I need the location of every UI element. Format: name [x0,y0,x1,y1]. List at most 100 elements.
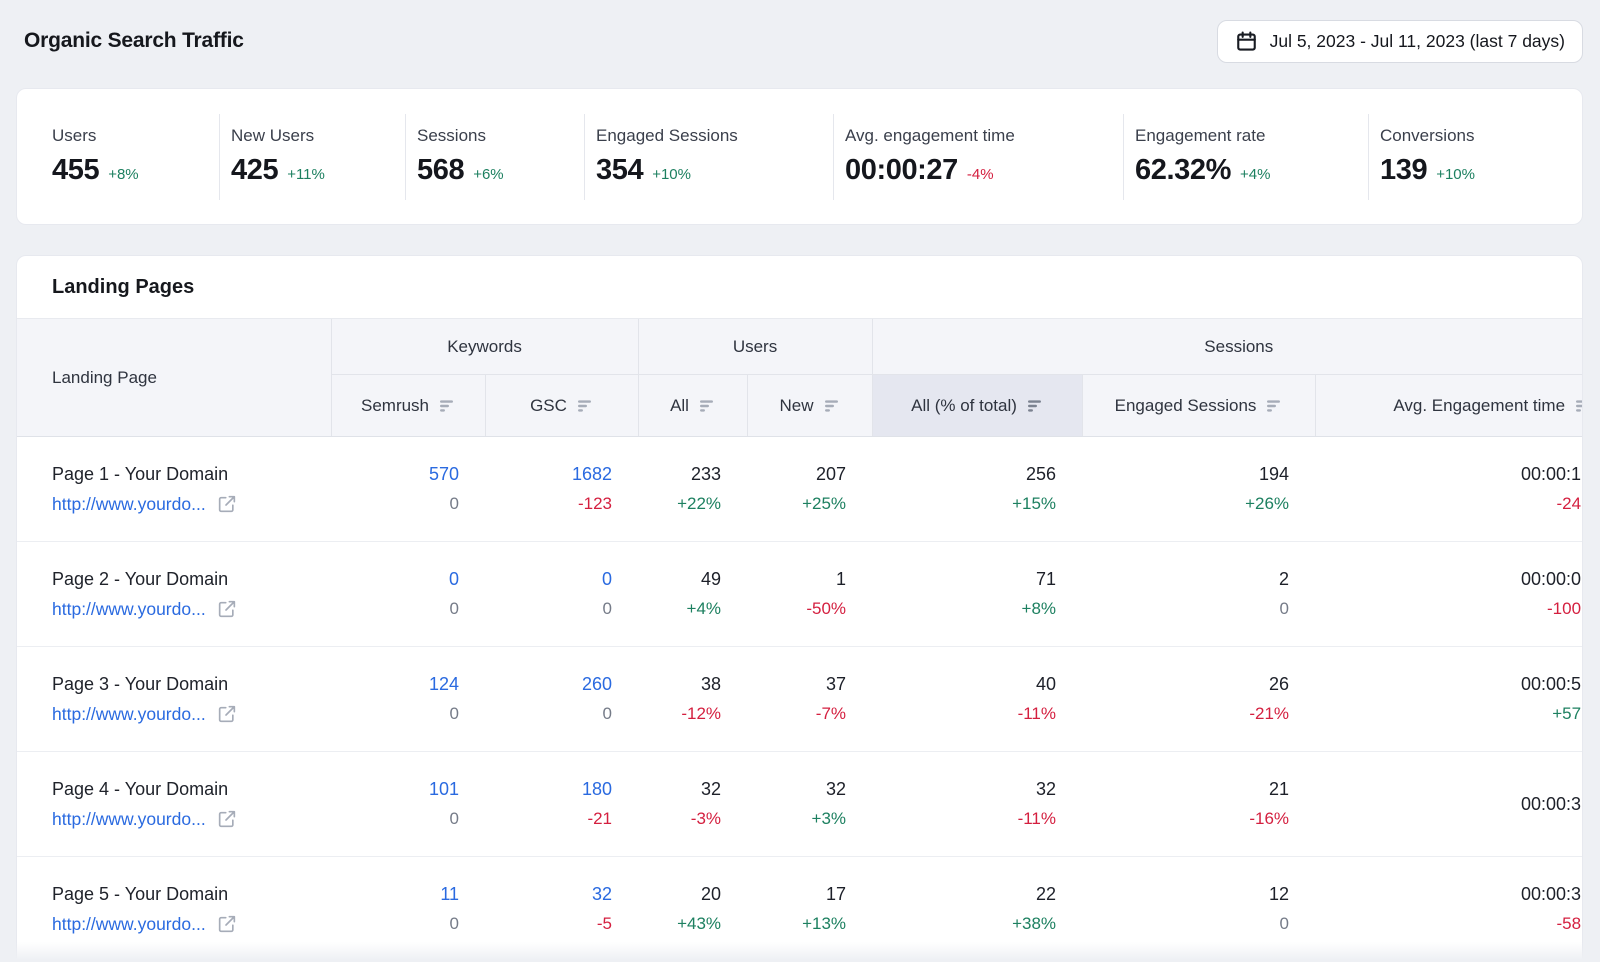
cell-change: 0 [602,599,613,618]
sort-icon[interactable] [577,399,593,413]
cell-semrush: 124 0 [331,646,485,752]
sort-icon[interactable] [824,399,840,413]
table-row: Page 4 - Your Domain http://www.yourdo...… [17,751,1582,857]
cell-value: 1 [836,569,847,589]
external-link-icon[interactable] [217,809,237,829]
cell-gsc: 32 -5 [485,856,639,962]
column-header-users-new[interactable]: New [746,374,873,437]
column-header-gsc[interactable]: GSC [484,374,639,437]
cell-value: 00:00:3 [1520,794,1582,814]
cell-engaged-sessions: 12 0 [1082,856,1316,962]
page-url-link[interactable]: http://www.yourdo... [52,914,206,935]
kpi-label: Engaged Sessions [596,126,738,145]
cell-change: -3% [690,809,722,828]
cell-value[interactable]: 124 [428,674,459,694]
sort-icon[interactable] [1575,399,1583,413]
column-header-avg-engagement-time[interactable]: Avg. Engagement time [1314,374,1583,437]
cell-sessions-all-pct: 32 -11% [872,751,1083,857]
kpi-engagement-rate: Engagement rate 62.32% +4% [1123,113,1368,200]
page-name: Page 5 - Your Domain [52,884,229,905]
cell-value[interactable]: 0 [448,569,459,589]
kpi-delta: +11% [287,166,325,183]
kpi-delta: +10% [1436,166,1475,183]
column-header-sessions-all-pct-of-total[interactable]: All (% of total) [871,374,1083,437]
column-header-semrush[interactable]: Semrush [330,374,485,437]
cell-change: 0 [1279,914,1290,934]
cell-value[interactable]: 1682 [571,464,613,484]
cell-landing-page: Page 1 - Your Domain http://www.yourdo... [17,436,331,542]
cell-change: -21% [1249,704,1290,723]
cell-change: +15% [1012,494,1057,513]
column-group-keywords: Keywords [330,318,639,375]
kpi-label: Engagement rate [1135,126,1266,145]
cell-value: 71 [1035,569,1057,589]
external-link-icon[interactable] [217,599,237,619]
cell-value: 00:00:0 [1520,569,1582,589]
page-url-link[interactable]: http://www.yourdo... [52,809,206,829]
cell-change: +4% [686,599,722,618]
external-link-icon[interactable] [217,914,237,934]
cell-change: -50% [806,599,847,618]
kpi-label: Avg. engagement time [845,126,1015,145]
cell-engaged-sessions: 21 -16% [1082,751,1316,857]
external-link-icon[interactable] [217,704,237,724]
kpi-value: 455 [52,154,100,186]
page-url-link[interactable]: http://www.yourdo... [52,494,206,514]
cell-change: -16% [1249,809,1290,828]
landing-pages-table: Landing Page Keywords Users Sessions Sem… [17,318,1583,962]
external-link-icon[interactable] [217,494,237,514]
cell-value: 233 [690,464,722,484]
table-header: Landing Page Keywords Users Sessions Sem… [17,318,1583,437]
cell-gsc: 180 -21 [485,751,639,857]
cell-value: 256 [1025,464,1057,484]
cell-value[interactable]: 32 [591,884,613,905]
cell-value[interactable]: 570 [428,464,459,484]
page-name: Page 4 - Your Domain [52,779,229,799]
cell-avg-engagement-time: 00:00:3 [1315,751,1582,857]
page-url-link[interactable]: http://www.yourdo... [52,704,206,724]
cell-change: +26% [1245,494,1290,513]
cell-landing-page: Page 2 - Your Domain http://www.yourdo... [17,541,331,647]
cell-value[interactable]: 180 [581,779,613,799]
topbar: Organic Search Traffic Jul 5, 2023 - Jul… [0,0,1600,88]
cell-change: +57 [1552,704,1582,723]
cell-landing-page: Page 3 - Your Domain http://www.yourdo... [17,646,331,752]
cell-value[interactable]: 0 [602,569,613,589]
page-name: Page 2 - Your Domain [52,569,229,589]
page-name: Page 3 - Your Domain [52,674,229,694]
cell-value: 207 [815,464,847,484]
kpi-delta: -4% [966,166,994,183]
cell-users-all: 38 -12% [638,646,748,752]
cell-value: 17 [825,884,847,905]
table-row: Page 5 - Your Domain http://www.yourdo...… [17,856,1582,962]
page-url-link[interactable]: http://www.yourdo... [52,599,206,619]
cell-value: 38 [700,674,722,694]
cell-users-new: 17 +13% [747,856,873,962]
cell-value[interactable]: 260 [581,674,613,694]
kpi-sessions: Sessions 568 +6% [405,113,584,200]
sort-icon[interactable] [699,399,715,413]
cell-users-all: 49 +4% [638,541,748,647]
landing-pages-title: Landing Pages [52,276,195,298]
column-header-users-all[interactable]: All [637,374,748,437]
cell-gsc: 260 0 [485,646,639,752]
kpi-users: Users 455 +8% [52,114,219,200]
kpi-value: 354 [596,154,644,186]
cell-change: 0 [449,494,459,513]
cell-sessions-all-pct: 40 -11% [872,646,1083,752]
column-header-engaged-sessions[interactable]: Engaged Sessions [1081,374,1316,437]
cell-value[interactable]: 101 [428,779,459,799]
column-header-landing-page[interactable]: Landing Page [17,318,331,437]
date-range-picker[interactable]: Jul 5, 2023 - Jul 11, 2023 (last 7 days) [1216,19,1583,63]
sort-icon[interactable] [1027,399,1043,413]
sort-icon[interactable] [439,399,455,413]
kpi-label: New Users [231,126,315,145]
sort-icon[interactable] [1266,399,1282,413]
cell-value[interactable]: 11 [440,884,459,905]
kpi-delta: +4% [1239,166,1271,183]
cell-landing-page: Page 5 - Your Domain http://www.yourdo... [17,856,331,962]
cell-change: -5 [596,914,613,934]
